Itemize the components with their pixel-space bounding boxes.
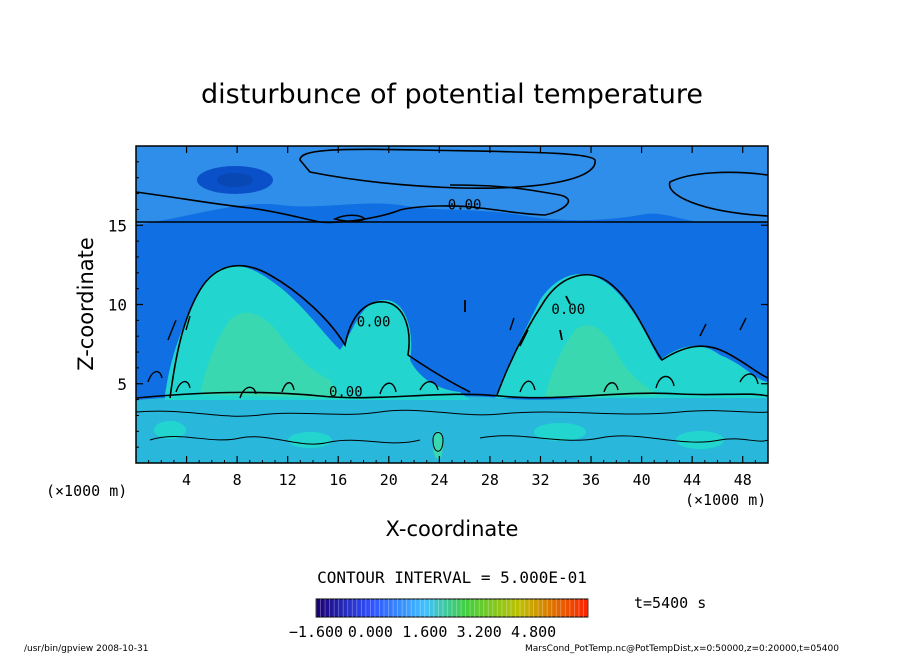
- colorbar-tick-label: 4.800: [511, 623, 556, 641]
- x-unit-right: (×1000 m): [685, 491, 766, 509]
- colorbar-tick-label: 0.000: [348, 623, 393, 641]
- contour-label: 0.00: [357, 315, 391, 331]
- colorbar-tick-labels: −1.600 0.000 1.600 3.200 4.800: [289, 623, 556, 641]
- footer-left: /usr/bin/gpview 2008-10-31: [24, 644, 148, 654]
- x-unit-left: (×1000 m): [46, 482, 127, 500]
- colorbar: −1.600 0.000 1.600 3.200 4.800: [289, 598, 589, 641]
- colorbar-tick-label: 1.600: [402, 623, 447, 641]
- x-tick-label: 32: [531, 471, 549, 489]
- colorbar-tick-label: −1.600: [289, 623, 343, 641]
- x-tick-label: 16: [329, 471, 347, 489]
- y-tick-label: 10: [108, 296, 127, 315]
- colorbar-stripes: [315, 599, 589, 617]
- contour-label: 0.00: [329, 384, 363, 400]
- x-tick-label: 24: [430, 471, 448, 489]
- y-tick-label: 5: [117, 375, 127, 394]
- contour-label: 0.00: [448, 197, 482, 213]
- contour-labels: 0.00 0.00 0.00 0.00: [329, 197, 585, 400]
- colorbar-gradient: [315, 598, 589, 618]
- footer-right: MarsCond_PotTemp.nc@PotTempDist,x=0:5000…: [525, 644, 839, 654]
- contour-label: 0.00: [551, 302, 585, 318]
- plume-left-inner: [200, 312, 340, 398]
- x-tick-label: 4: [182, 471, 191, 489]
- x-tick-label: 12: [279, 471, 297, 489]
- y-axis-title: Z-coordinate: [74, 237, 98, 371]
- x-tick-label: 20: [380, 471, 398, 489]
- x-tick-label: 48: [734, 471, 752, 489]
- warm-cell: [433, 431, 443, 459]
- x-tick-label: 8: [233, 471, 242, 489]
- x-tick-label: 44: [683, 471, 701, 489]
- plume-right-inner: [545, 325, 660, 398]
- x-tick-label: 28: [481, 471, 499, 489]
- plot-area: 0.00 0.00 0.00 0.00: [136, 146, 768, 463]
- x-tick-label: 36: [582, 471, 600, 489]
- y-tick-label: 15: [108, 216, 127, 235]
- x-axis-title: X-coordinate: [386, 517, 519, 541]
- lower-layer-field: [136, 394, 768, 463]
- time-label: t=5400 s: [634, 594, 706, 612]
- colorbar-tick-label: 3.200: [457, 623, 502, 641]
- contour-lines: [136, 148, 768, 452]
- x-tick-label: 40: [633, 471, 651, 489]
- contour-interval-label: CONTOUR INTERVAL = 5.000E-01: [317, 568, 587, 587]
- chart-title: disturbunce of potential temperature: [201, 79, 703, 110]
- x-axis-ticks: 4 8 12 16 20 24 28 32 36 40 44 48: [148, 146, 756, 489]
- y-axis-ticks: 5 10 15: [108, 161, 768, 448]
